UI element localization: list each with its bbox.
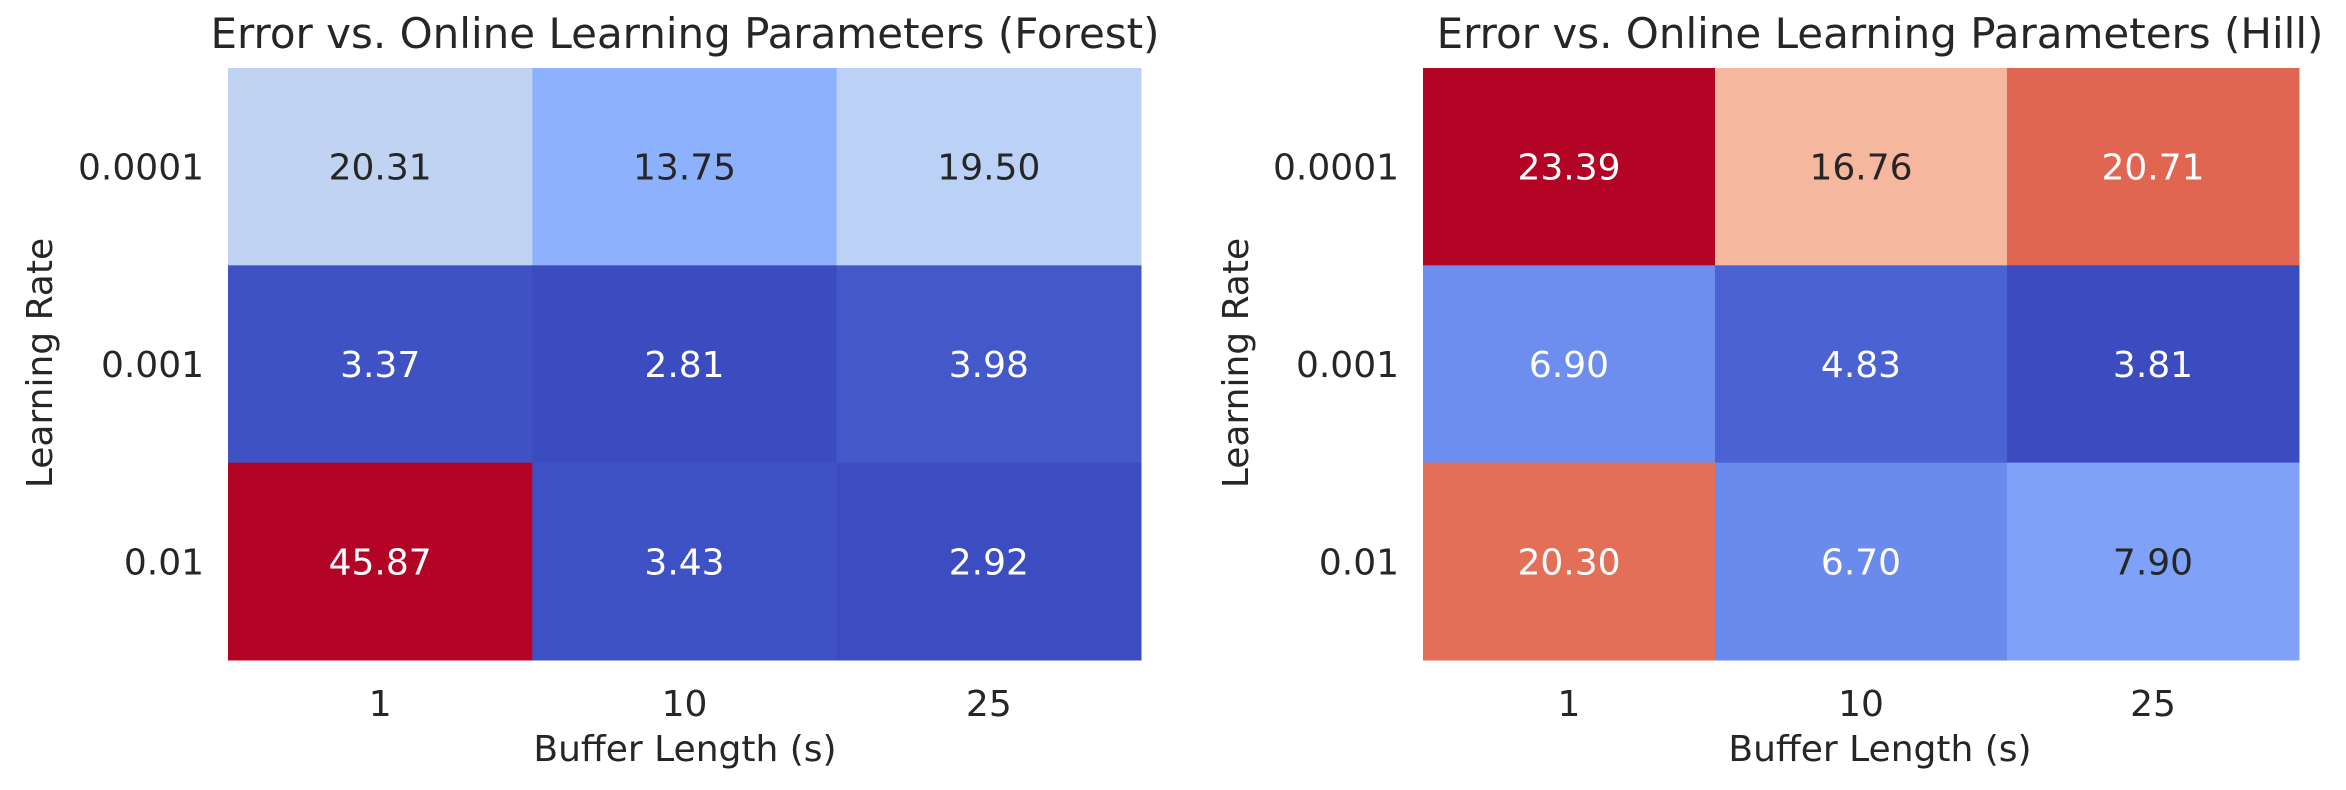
- cell-value-label: 19.50: [937, 148, 1040, 189]
- cell-value-label: 3.43: [644, 542, 724, 583]
- x-tick-label: 25: [966, 684, 1012, 725]
- chart-title: Error vs. Online Learning Parameters (Fo…: [210, 9, 1159, 58]
- heatmap-cell: [228, 68, 533, 266]
- cell-value-label: 23.39: [1517, 148, 1620, 189]
- cell-value-label: 16.76: [1809, 148, 1912, 189]
- heatmap-cell: [1715, 265, 2008, 464]
- cell-value-label: 3.98: [949, 345, 1029, 386]
- heatmap-cell: [532, 265, 838, 464]
- x-tick-label: 10: [1838, 684, 1884, 725]
- heatmap-cell: [2007, 462, 2300, 661]
- y-axis-label: Learning Rate: [1216, 238, 1257, 488]
- cell-value-label: 45.87: [329, 542, 432, 583]
- chart-title: Error vs. Online Learning Parameters (Hi…: [1437, 9, 2324, 58]
- y-tick-label: 0.01: [1319, 542, 1399, 583]
- heatmap-cell: [228, 265, 533, 464]
- x-tick-label: 10: [662, 684, 708, 725]
- y-tick-labels: 0.0001 0.001 0.01: [78, 148, 204, 584]
- cell-value-label: 3.81: [2113, 345, 2193, 386]
- y-axis-label: Learning Rate: [20, 238, 61, 488]
- heatmap-cells: 23.39 16.76 20.71 6.90 4.83 3.81 20.30 6.70 7.90: [1423, 68, 2300, 661]
- cell-value-label: 20.31: [329, 148, 432, 189]
- heatmap-cell: [228, 462, 533, 661]
- y-tick-label: 0.001: [101, 345, 204, 386]
- cell-value-label: 6.70: [1821, 542, 1901, 583]
- cell-value-label: 3.37: [340, 345, 420, 386]
- heatmap-cell: [836, 462, 1142, 661]
- cell-value-label: 4.83: [1821, 345, 1901, 386]
- y-tick-label: 0.0001: [78, 148, 204, 189]
- heatmap-cell: [532, 462, 838, 661]
- x-axis-label: Buffer Length (s): [1728, 729, 2031, 770]
- heatmap-cell: [1423, 68, 1716, 266]
- heatmap-cell: [1715, 462, 2008, 661]
- heatmap-panel-forest: Error vs. Online Learning Parameters (Fo…: [20, 9, 1160, 770]
- cell-value-label: 2.81: [644, 345, 724, 386]
- heatmap-cell: [1423, 462, 1716, 661]
- cell-value-label: 6.90: [1529, 345, 1609, 386]
- heatmap-cell: [836, 68, 1142, 266]
- heatmap-cell: [2007, 265, 2300, 464]
- cell-value-label: 20.30: [1517, 542, 1620, 583]
- y-tick-labels: 0.0001 0.001 0.01: [1273, 148, 1399, 584]
- heatmap-cell: [1423, 265, 1716, 464]
- x-axis-label: Buffer Length (s): [533, 729, 836, 770]
- y-tick-label: 0.0001: [1273, 148, 1399, 189]
- heatmap-cell: [532, 68, 838, 266]
- heatmap-cells: 20.31 13.75 19.50 3.37 2.81 3.98 45.87 3.43 2.92: [228, 68, 1142, 661]
- y-tick-label: 0.001: [1296, 345, 1399, 386]
- cell-value-label: 7.90: [2113, 542, 2193, 583]
- cell-value-label: 13.75: [633, 148, 736, 189]
- heatmap-cell: [836, 265, 1142, 464]
- x-tick-label: 25: [2130, 684, 2176, 725]
- y-tick-label: 0.01: [124, 542, 204, 583]
- heatmap-panel-hill: Error vs. Online Learning Parameters (Hi…: [1216, 9, 2323, 770]
- x-tick-labels: 1 10 25: [1558, 684, 2176, 725]
- cell-value-label: 2.92: [949, 542, 1029, 583]
- heatmap-cell: [2007, 68, 2300, 266]
- heatmap-cell: [1715, 68, 2008, 266]
- x-tick-label: 1: [1558, 684, 1581, 725]
- x-tick-labels: 1 10 25: [369, 684, 1012, 725]
- cell-value-label: 20.71: [2101, 148, 2204, 189]
- x-tick-label: 1: [369, 684, 392, 725]
